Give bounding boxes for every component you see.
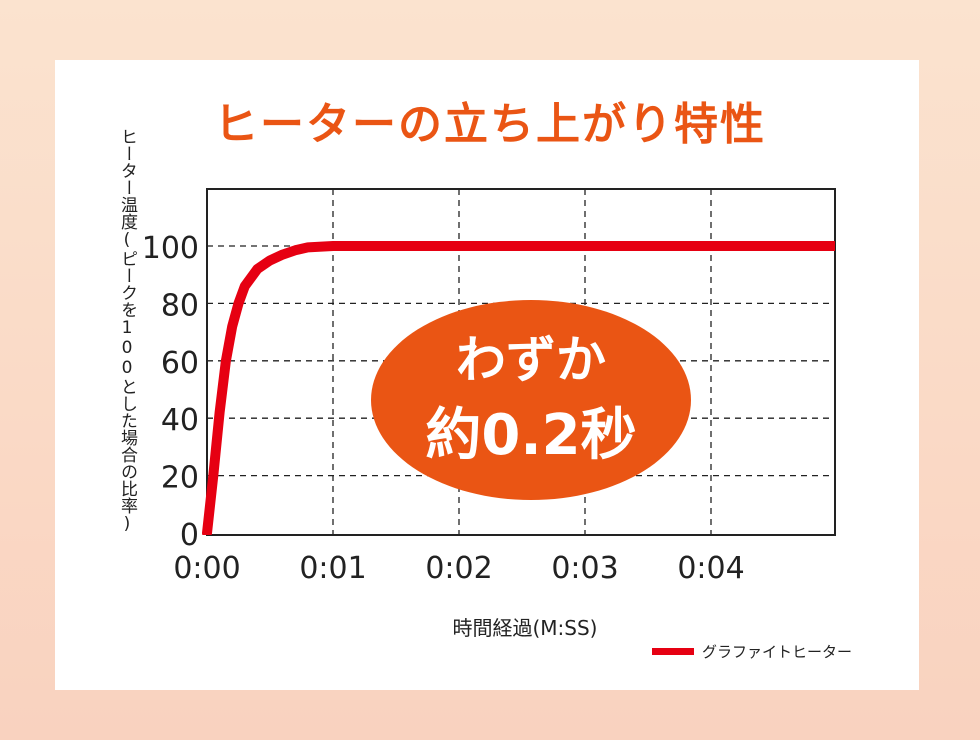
legend-swatch <box>652 648 694 655</box>
series-line <box>202 241 835 535</box>
callout-line-1: わずか <box>456 331 606 389</box>
legend: グラファイトヒーター <box>652 641 852 662</box>
series-layer <box>202 241 835 535</box>
y-tick-label: 40 <box>161 403 199 438</box>
y-tick-label: 60 <box>161 346 199 381</box>
y-tick-label: 80 <box>161 288 199 323</box>
tick-labels: 0 20 40 60 80 100 0:00 0:01 0:02 0:03 0:04 <box>142 231 745 586</box>
x-tick-label: 0:04 <box>677 551 744 586</box>
x-tick-label: 0:02 <box>425 551 492 586</box>
y-tick-label: 100 <box>142 231 199 266</box>
callout-line-2: 約0.2秒 <box>425 403 637 468</box>
x-tick-label: 0:03 <box>551 551 618 586</box>
y-tick-label: 0 <box>180 518 199 553</box>
y-tick-label: 20 <box>161 461 199 496</box>
callout-bubble: わずか 約0.2秒 <box>371 300 691 500</box>
y-axis-label: ヒーター温度(ピークを100とした場合の比率) <box>117 128 137 534</box>
legend-label: グラファイトヒーター <box>702 643 853 661</box>
plot-frame <box>206 188 836 536</box>
x-tick-label: 0:00 <box>173 551 240 586</box>
chart-title: ヒーターの立ち上がり特性 <box>214 99 766 150</box>
x-axis-label: 時間経過(M:SS) <box>452 616 598 640</box>
x-tick-label: 0:01 <box>299 551 366 586</box>
